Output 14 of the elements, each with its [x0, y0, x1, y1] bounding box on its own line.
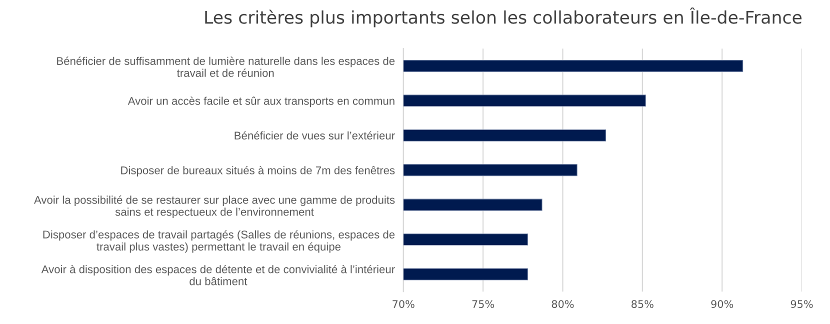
- x-tick-label: 70%: [392, 300, 414, 308]
- x-tick-label: 90%: [711, 300, 734, 308]
- y-tick-label: Bénéficier de suffisamment de lumière naturelle dans les espaces de travail et de réunion: [57, 56, 395, 77]
- y-tick-label: Bénéficier de vues sur l’extérieur: [234, 131, 395, 140]
- y-tick-label: Avoir la possibilité de se restaurer sur place avec une gamme de produits sains et respectueux de l’environnement: [34, 196, 395, 218]
- y-tick-label: Disposer d’espaces de travail partagés (Salles de réunions, espaces de travail plus vastes) permettant le travail en équipe: [43, 230, 395, 253]
- y-tick-label: Avoir à disposition des espaces de détente et de convivialité à l’intérieur du bâtiment: [41, 264, 395, 286]
- y-tick-label: Avoir un accès facile et sûr aux transports en commun: [128, 96, 394, 108]
- x-tick-label: 80%: [552, 300, 574, 308]
- x-tick-label: 85%: [632, 300, 654, 308]
- y-tick-label: Disposer de bureaux situés à moins de 7m des fenêtres: [121, 166, 395, 176]
- x-tick-label: 75%: [472, 300, 494, 308]
- x-tick-label: 95%: [790, 300, 813, 308]
- chart-title: Les critères plus importants selon les collaborateurs en Île-de-France: [205, 8, 802, 28]
